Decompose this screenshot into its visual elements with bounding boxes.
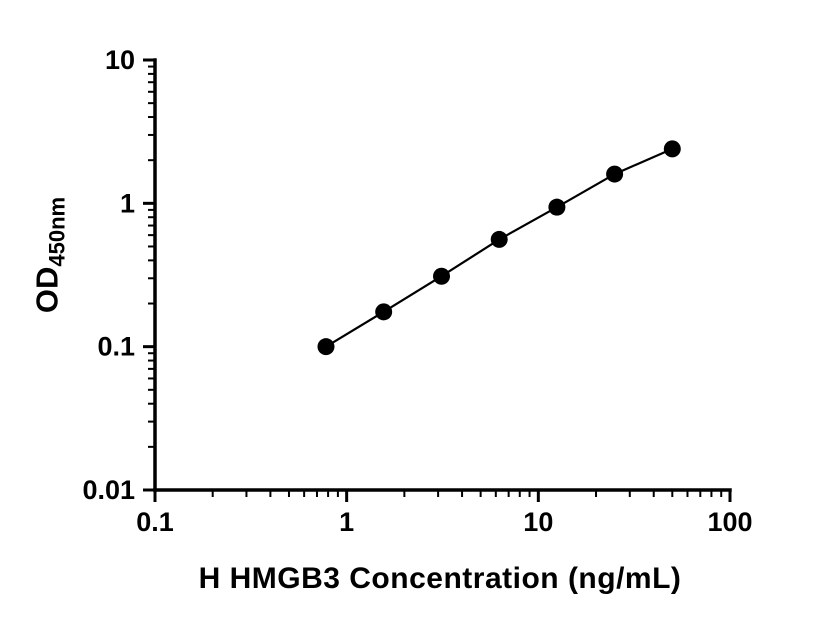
y-tick-label: 0.1: [97, 332, 135, 362]
data-point: [375, 303, 393, 321]
x-tick-label: 10: [523, 507, 553, 537]
y-tick-label: 10: [105, 45, 135, 75]
data-point: [317, 338, 335, 356]
x-tick-label: 100: [707, 507, 752, 537]
data-point: [490, 230, 508, 248]
data-point: [663, 140, 681, 158]
y-axis-title-sub: 450nm: [44, 196, 70, 267]
y-tick-label: 0.01: [82, 475, 135, 505]
data-point: [433, 267, 451, 285]
x-tick-label: 1: [339, 507, 354, 537]
data-point: [548, 198, 566, 216]
y-axis-title: OD450nm: [30, 197, 71, 313]
data-point: [606, 165, 624, 183]
x-tick-label: 0.1: [136, 507, 174, 537]
y-tick-label: 1: [120, 188, 135, 218]
x-axis-title: H HMGB3 Concentration (ng/mL): [198, 562, 682, 595]
y-axis-title-main: OD: [29, 266, 65, 314]
